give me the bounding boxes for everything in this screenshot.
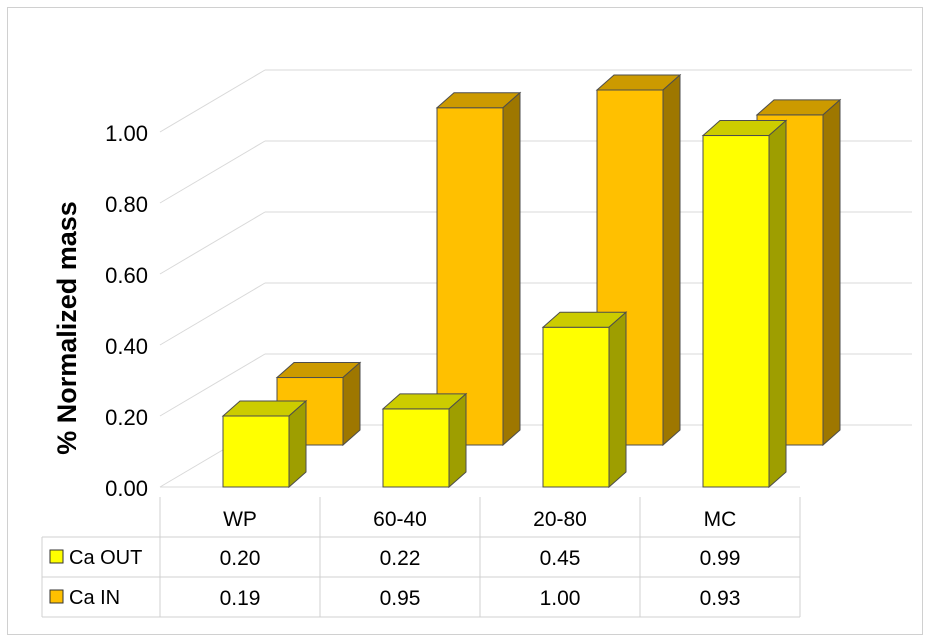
data-label: 0.19 [220,587,261,610]
legend-swatch [49,589,64,604]
bar-side-face [342,361,361,447]
legend-swatch [49,549,64,564]
bar-front-face [702,135,770,488]
data-label: 0.45 [540,547,581,570]
data-label: 0.22 [380,547,421,570]
gridline-side [159,353,266,417]
bar-side-face [288,399,307,489]
series-front-bars [221,119,788,489]
y-tick-label: 0.80 [105,192,148,217]
bar-ca-in [435,91,522,447]
bar-ca-out [381,392,468,489]
y-axis-ticks: 0.00 0.20 0.40 0.60 0.80 1.00 [105,121,148,501]
bar-side-face [822,98,841,447]
bar-ca-out [221,399,308,489]
data-label: 0.93 [700,587,741,610]
x-tick-label: 20-80 [533,508,587,531]
bar-side-face [502,91,521,447]
bar-side-face [608,311,627,489]
bar-ca-out [541,311,628,489]
legend-label: Ca OUT [69,547,142,569]
legend-label: Ca IN [69,587,120,609]
y-tick-label: 0.00 [105,476,148,501]
bar-side-face [768,119,787,489]
bar-side-face [662,73,681,447]
gridline-side [159,282,266,346]
bar-ca-out [701,119,788,489]
data-label: 0.95 [380,587,421,610]
bar-front-face [222,415,290,488]
bar-front-face [542,326,610,488]
data-table: WP 60-40 20-80 MC Ca OUT 0.20 0.22 0.45 0.99 Ca I… [41,497,801,618]
gridline-side [159,211,266,275]
y-tick-label: 1.00 [105,121,148,146]
y-tick-label: 0.60 [105,263,148,288]
bar-front-face [382,408,450,488]
x-tick-label: WP [223,508,257,531]
bar-side-face [448,392,467,489]
data-label: 0.99 [700,547,741,570]
x-tick-label: MC [704,508,737,531]
x-tick-label: 60-40 [373,508,427,531]
gridline-side [159,140,266,204]
data-label: 0.20 [220,547,261,570]
y-axis-label: % Normalized mass [52,201,82,455]
gridline-side [159,69,266,133]
y-tick-label: 0.40 [105,334,148,359]
data-label: 1.00 [540,587,581,610]
y-tick-label: 0.20 [105,405,148,430]
